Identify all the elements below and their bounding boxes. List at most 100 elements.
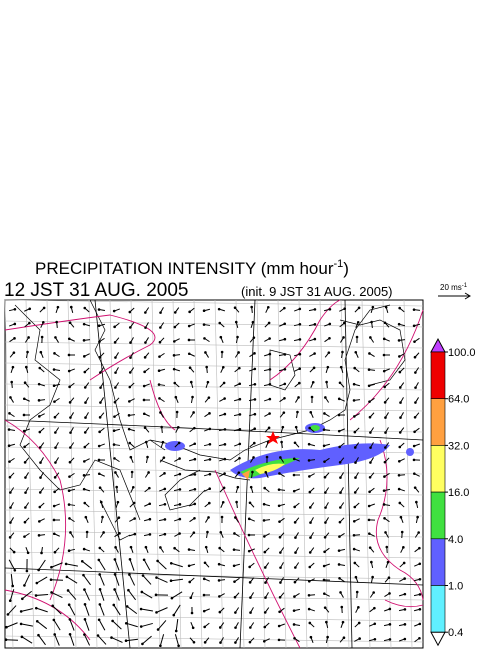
wind-arrow-head xyxy=(353,446,357,449)
wind-arrow-head xyxy=(308,426,311,430)
wind-arrow-head xyxy=(268,383,272,386)
title-text: PRECIPITATION INTENSITY (mm hour xyxy=(35,259,334,278)
wind-arrow-head xyxy=(323,412,326,415)
wind-arrow-head xyxy=(262,639,266,643)
wind-arrow-head xyxy=(113,341,117,344)
grid-line xyxy=(25,299,35,649)
wind-arrow-head xyxy=(387,576,391,580)
wind-arrow-head xyxy=(323,592,326,595)
wind-arrow-head xyxy=(313,352,316,355)
wind-arrow-head xyxy=(191,395,194,399)
wind-arrow-head xyxy=(113,457,116,460)
wind-arrow-head xyxy=(53,490,56,494)
wind-arrow-head xyxy=(208,427,212,431)
wind-arrow-head xyxy=(82,547,86,551)
wind-arrow-head xyxy=(113,415,116,418)
wind-arrow-head xyxy=(68,475,71,478)
wind-arrow-head xyxy=(352,533,356,537)
colorbar-label: 100.0 xyxy=(448,347,476,359)
wind-arrow-head xyxy=(353,491,357,494)
wind-arrow-head xyxy=(308,490,312,494)
wind-arrow-head xyxy=(370,560,373,564)
wind-arrow-head xyxy=(207,396,211,399)
wind-arrow-head xyxy=(169,579,173,583)
wind-arrow-head xyxy=(53,633,56,636)
wind-arrow xyxy=(10,573,14,587)
wind-arrow-head xyxy=(253,412,257,416)
wind-arrow-head xyxy=(128,441,132,445)
colorbar-label: 0.4 xyxy=(448,627,463,639)
wind-arrow-head xyxy=(357,621,361,625)
wind-arrow-head xyxy=(208,472,212,476)
colorbar-segment xyxy=(430,585,446,633)
wind-arrow-head xyxy=(162,456,166,459)
wind-arrow xyxy=(23,574,31,586)
wind-arrow xyxy=(114,589,120,601)
wind-arrow-head xyxy=(34,594,38,597)
wind-arrow xyxy=(51,592,63,598)
wind-arrow-head xyxy=(397,322,401,326)
wind-arrow-head xyxy=(19,622,23,626)
wind-arrow-head xyxy=(383,321,387,325)
wind-arrow-head xyxy=(232,548,236,551)
wind-arrow-head xyxy=(418,577,422,581)
wind-arrow-head xyxy=(338,535,341,538)
wind-arrow-head xyxy=(337,429,341,433)
wind-arrow-head xyxy=(357,306,361,310)
wind-arrow-head xyxy=(249,596,252,599)
wind-arrow-head xyxy=(322,444,326,448)
wind-arrow-head xyxy=(82,573,85,577)
wind-arrow-head xyxy=(68,460,72,464)
wind-arrow-head xyxy=(342,336,345,339)
wind-arrow-head xyxy=(354,461,357,464)
wind-arrow-head xyxy=(382,503,386,506)
colorbar-label: 64.0 xyxy=(448,394,469,406)
wind-arrow-head xyxy=(283,353,287,356)
wind-arrow-head xyxy=(218,626,222,629)
colorbar-segment xyxy=(430,491,446,540)
wind-arrow-head xyxy=(268,368,272,371)
wind-arrow-head xyxy=(307,607,311,611)
wind-arrow-head xyxy=(143,426,147,430)
wind-arrow-head xyxy=(114,371,117,374)
wind-arrow-head xyxy=(298,338,302,341)
wind-arrow-head xyxy=(279,551,282,554)
wind-arrow-head xyxy=(13,308,17,311)
wind-arrow-head xyxy=(414,386,417,389)
wind-arrow xyxy=(142,635,152,645)
wind-arrow-head xyxy=(382,353,386,357)
wind-arrow xyxy=(173,604,181,616)
wind-arrow-head xyxy=(156,628,160,631)
wind-arrow-head xyxy=(118,532,121,535)
wind-arrow-head xyxy=(177,644,180,648)
wind-arrow-head xyxy=(8,460,11,463)
wind-arrow-head xyxy=(130,470,134,474)
wind-arrow-head xyxy=(398,501,402,505)
wind-arrow-head xyxy=(35,620,39,623)
wind-arrow-head xyxy=(139,607,143,611)
wind-arrow-head xyxy=(158,355,161,358)
wind-arrow-head xyxy=(187,564,191,568)
wind-arrow-head xyxy=(355,590,359,594)
wind-arrow-head xyxy=(115,485,118,489)
wind-arrow xyxy=(68,604,76,616)
wind-arrow xyxy=(83,634,91,646)
wind-arrow-head xyxy=(263,625,267,629)
wind-arrow-head xyxy=(238,457,241,460)
wind-arrow-head xyxy=(397,459,401,463)
wind-arrow-head xyxy=(325,380,328,384)
wind-arrow-head xyxy=(337,413,341,417)
wind-arrow-head xyxy=(283,337,287,341)
wind-arrow-head xyxy=(220,515,224,519)
wind-arrow xyxy=(113,604,121,616)
wind-arrow-head xyxy=(193,502,197,506)
wind-arrow-head xyxy=(202,593,206,597)
wind-arrow-head xyxy=(98,340,101,343)
wind-arrow-head xyxy=(238,427,242,431)
wind-arrow-head xyxy=(369,446,372,449)
wind-arrow xyxy=(66,563,78,567)
wind-arrow-head xyxy=(397,473,401,477)
wind-arrow-head xyxy=(9,521,12,524)
wind-arrow-head xyxy=(283,306,286,310)
wind-arrow-head xyxy=(263,486,266,490)
